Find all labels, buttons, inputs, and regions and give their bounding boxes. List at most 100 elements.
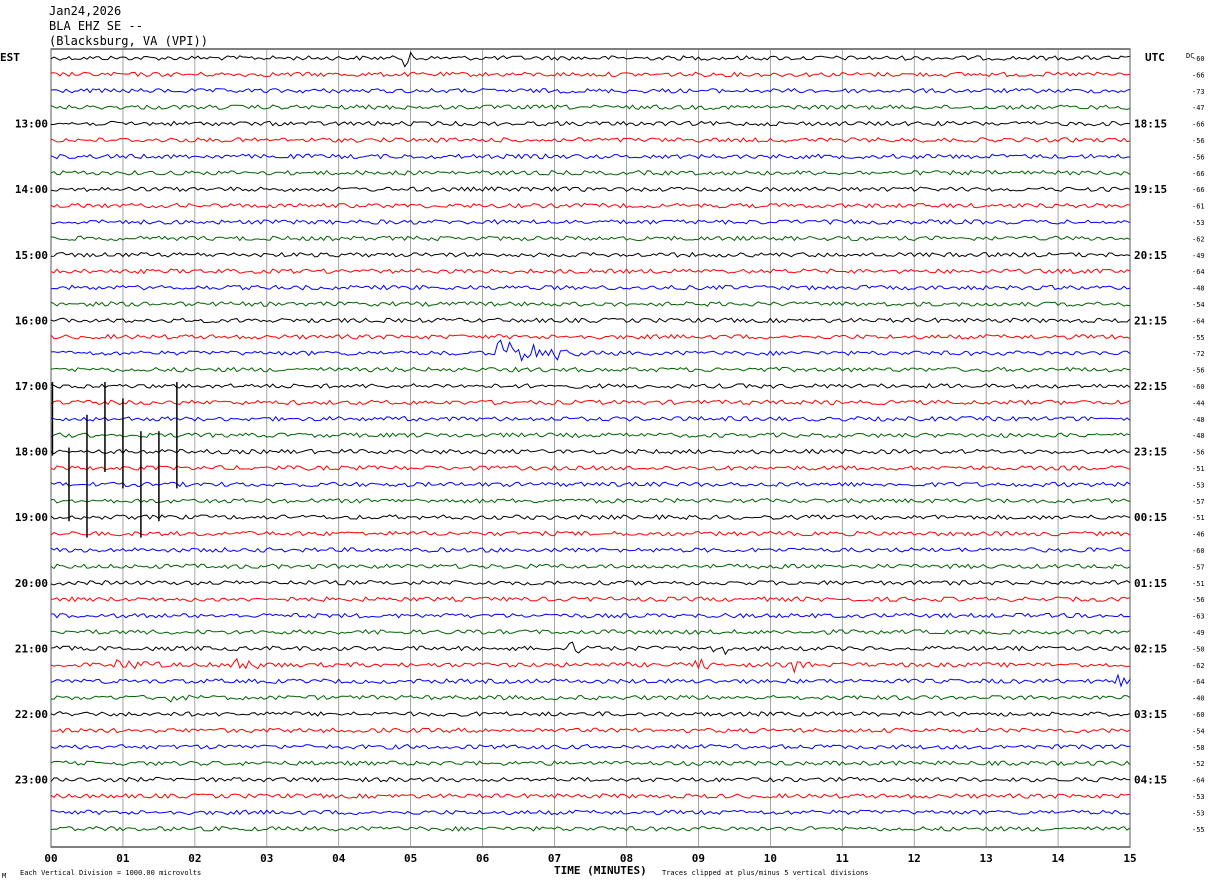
dc-offset-label: -57: [1192, 498, 1205, 506]
seismic-trace: [50, 71, 1131, 78]
seismic-trace: [50, 432, 1131, 439]
est-hour-label: 20:00: [15, 577, 48, 590]
est-hour-label: 15:00: [15, 249, 48, 262]
dc-offset-label: -62: [1192, 662, 1205, 670]
seismic-trace: [50, 87, 1131, 94]
seismic-trace: [50, 333, 1131, 340]
seismic-trace: [50, 235, 1131, 242]
plot-grid: 00 01 02 03 04 05 06 07 08 09 10 11 12 13 14 15: [44, 48, 1137, 865]
seismic-trace: [50, 339, 1131, 363]
seismic-trace: [50, 530, 1131, 537]
dc-offset-label: -48: [1192, 416, 1205, 424]
dc-offset-label: -73: [1192, 88, 1205, 96]
utc-hour-label: 00:15: [1134, 511, 1167, 524]
x-tick-label: 14: [1051, 852, 1065, 865]
seismic-trace: [50, 629, 1131, 635]
seismic-trace: [50, 448, 1130, 455]
est-hour-label: 16:00: [15, 314, 48, 327]
seismic-trace: [50, 317, 1131, 324]
dc-offset-label: -64: [1192, 268, 1205, 276]
seismic-trace: [50, 104, 1131, 111]
seismic-trace: [50, 137, 1131, 143]
dc-offset-label: -53: [1192, 809, 1205, 817]
dc-offset-label: -56: [1192, 596, 1205, 604]
spike-layer: [51, 382, 178, 538]
est-hour-label: 17:00: [15, 380, 48, 393]
utc-hour-label: 22:15: [1134, 380, 1167, 393]
x-tick-label: 01: [116, 852, 130, 865]
dc-offset-label: -54: [1192, 301, 1205, 309]
dc-offset-label: -44: [1192, 399, 1205, 407]
dc-offset-label: -55: [1192, 334, 1205, 342]
seismic-trace: [50, 399, 1131, 406]
x-tick-label: 02: [188, 852, 201, 865]
seismic-trace: [50, 743, 1130, 750]
seismic-trace: [50, 760, 1131, 767]
x-tick-label: 09: [692, 852, 705, 865]
dc-offset-label: -56: [1192, 367, 1205, 375]
seismic-trace: [50, 481, 1131, 488]
dc-offset-label: -40: [1192, 695, 1205, 703]
utc-hour-label: 01:15: [1134, 577, 1167, 590]
x-tick-label: 13: [980, 852, 993, 865]
dc-offset-label: -60: [1192, 711, 1205, 719]
seismic-trace: [50, 547, 1131, 553]
clip-note: Traces clipped at plus/minus 5 vertical …: [662, 869, 869, 877]
seismic-trace: [50, 641, 1131, 656]
plot-frame: [50, 48, 1131, 848]
dc-offset-label: -49: [1192, 629, 1205, 637]
seismic-trace: [50, 366, 1131, 373]
right-axis-label: UTC: [1145, 51, 1165, 64]
chart-title-date: Jan24,2026: [49, 4, 122, 18]
dc-offset-label: -72: [1192, 350, 1205, 358]
seismic-trace: [50, 497, 1131, 504]
seismic-trace: [50, 825, 1131, 832]
dc-offset-label: -62: [1192, 235, 1205, 243]
dc-offset-label: -66: [1192, 170, 1205, 178]
chart-title-station: BLA EHZ SE --: [49, 19, 143, 33]
x-tick-label: 06: [476, 852, 490, 865]
dc-offset-label: -61: [1192, 203, 1205, 211]
dc-offset-label: -60: [1192, 55, 1205, 63]
x-tick-label: 07: [548, 852, 561, 865]
utc-hour-label: 18:15: [1134, 118, 1167, 131]
chart-title-location: (Blacksburg, VA (VPI)): [49, 34, 208, 48]
seismic-trace: [50, 793, 1131, 799]
seismic-trace: [50, 673, 1131, 688]
dc-offset-label: -57: [1192, 563, 1205, 571]
dc-offset-label: -60: [1192, 383, 1205, 391]
dc-offset-label: -52: [1192, 760, 1205, 768]
dc-offset-label: -53: [1192, 481, 1205, 489]
seismic-trace: [50, 580, 1131, 586]
utc-hour-label: 04:15: [1134, 774, 1167, 787]
seismic-trace: [50, 169, 1131, 176]
x-tick-label: 11: [836, 852, 850, 865]
dc-offset-label: -49: [1192, 252, 1205, 260]
dc-offset-label: -63: [1192, 613, 1205, 621]
seismic-trace: [50, 514, 1131, 521]
dc-offset-label: -50: [1192, 645, 1205, 653]
dc-offset-label: -48: [1192, 432, 1205, 440]
utc-hour-label: 23:15: [1134, 446, 1167, 459]
est-hour-label: 22:00: [15, 708, 48, 721]
seismic-trace: [51, 120, 1131, 127]
seismic-trace: [50, 382, 1131, 389]
trace-layer: -60 -66 -73 -47 -66 -56 -56 -66 -66 -61 -53 -62 -49 -…: [50, 51, 1205, 834]
dc-offset-label: -51: [1192, 465, 1205, 473]
seismic-trace: [50, 153, 1131, 160]
x-tick-label: 00: [44, 852, 57, 865]
seismic-trace: [50, 51, 1131, 68]
dc-offset-label: -54: [1192, 727, 1205, 735]
utc-hour-label: 21:15: [1134, 314, 1167, 327]
seismic-trace: [50, 694, 1131, 703]
est-hour-label: 19:00: [15, 511, 48, 524]
seismic-trace: [50, 268, 1131, 275]
x-axis-title: TIME (MINUTES): [554, 864, 647, 877]
seismic-trace: [51, 727, 1131, 734]
dc-offset-label: -64: [1192, 678, 1205, 686]
dc-offset-label: -60: [1192, 547, 1205, 555]
est-hour-label: 18:00: [15, 446, 48, 459]
seismic-trace: [50, 711, 1131, 717]
est-hour-label: 23:00: [15, 774, 48, 787]
dc-offset-label: -56: [1192, 153, 1205, 161]
